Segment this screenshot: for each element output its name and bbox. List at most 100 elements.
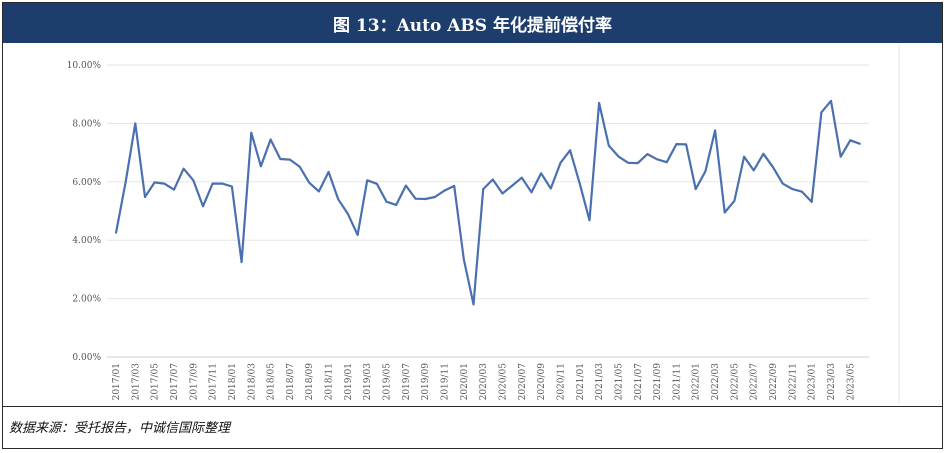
x-tick-label: 2021/11 — [672, 363, 682, 400]
x-tick-label: 2020/05 — [498, 363, 508, 401]
x-tick-label: 2023/03 — [827, 363, 837, 401]
data-point — [617, 155, 620, 158]
x-tick-label: 2019/03 — [363, 363, 373, 401]
data-point — [134, 122, 137, 125]
data-point — [395, 203, 398, 206]
data-point — [752, 169, 755, 172]
data-point — [279, 158, 282, 160]
data-point — [424, 198, 427, 200]
data-point — [501, 192, 504, 195]
data-point — [511, 184, 514, 187]
x-tick-label: 2020/01 — [460, 363, 470, 400]
data-point — [433, 196, 436, 198]
data-point — [404, 184, 407, 187]
data-point — [211, 182, 214, 185]
x-tick-label: 2019/11 — [441, 363, 451, 400]
data-point — [714, 129, 716, 132]
data-point — [308, 181, 311, 184]
x-tick-label: 2018/11 — [325, 363, 335, 400]
x-tick-label: 2017/03 — [131, 363, 141, 401]
data-point — [289, 158, 291, 161]
data-point — [636, 162, 639, 165]
x-tick-label: 2021/09 — [653, 363, 663, 401]
data-point — [781, 182, 784, 185]
x-tick-label: 2021/07 — [634, 363, 644, 401]
line-chart: 0.00% 2.00% 4.00% 6.00% 8.00% 10.00% 2017/01 20… — [67, 45, 900, 403]
y-tick-label: 4.00% — [72, 236, 101, 246]
data-point — [801, 190, 803, 193]
x-tick-label: 2021/03 — [595, 363, 605, 401]
data-point — [115, 232, 117, 234]
data-point — [472, 303, 475, 306]
data-point — [318, 190, 320, 193]
x-tick-label: 2018/01 — [228, 363, 238, 400]
data-point — [356, 234, 359, 236]
data-point — [694, 188, 697, 191]
data-point — [762, 152, 765, 155]
data-point — [453, 184, 456, 187]
x-tick-label: 2017/01 — [112, 363, 122, 400]
x-tick-label: 2017/11 — [209, 363, 219, 400]
data-point — [685, 143, 687, 146]
data-point — [549, 187, 552, 190]
x-tick-label: 2017/07 — [170, 363, 180, 401]
x-tick-label: 2018/07 — [286, 363, 296, 401]
x-tick-label: 2021/05 — [614, 363, 624, 401]
data-point — [337, 198, 340, 201]
data-point — [221, 182, 224, 185]
data-point — [810, 201, 813, 203]
data-point — [791, 188, 794, 191]
x-tick-label: 2022/09 — [769, 363, 779, 401]
data-point — [375, 182, 378, 185]
data-point — [240, 261, 243, 263]
series-line — [114, 99, 861, 306]
x-tick-label: 2022/01 — [692, 363, 702, 400]
x-tick-label: 2018/03 — [247, 363, 257, 401]
data-point — [250, 131, 253, 134]
x-tick-label: 2021/01 — [576, 363, 586, 400]
data-point — [665, 161, 668, 164]
data-point — [743, 155, 745, 158]
data-point — [772, 166, 774, 169]
data-point — [656, 158, 658, 161]
data-point — [202, 205, 204, 208]
data-point — [520, 176, 523, 179]
data-point — [646, 153, 649, 155]
data-point — [540, 172, 543, 175]
x-tick-label: 2020/03 — [479, 363, 489, 401]
data-point — [346, 213, 349, 215]
data-point — [607, 144, 610, 147]
data-point — [830, 100, 832, 102]
x-tick-label: 2019/09 — [421, 363, 431, 401]
x-tick-label: 2018/05 — [267, 363, 277, 401]
data-point — [849, 139, 852, 142]
x-tick-label: 2022/11 — [788, 363, 798, 400]
data-point — [820, 111, 823, 114]
data-point — [153, 181, 156, 184]
data-point — [298, 165, 301, 168]
data-point — [192, 179, 195, 182]
data-point — [578, 182, 581, 185]
data-point — [704, 170, 707, 173]
x-tick-label: 2023/01 — [808, 363, 818, 400]
x-tick-label: 2020/11 — [556, 363, 566, 400]
data-point — [173, 188, 175, 191]
y-tick-label: 10.00% — [67, 61, 102, 71]
data-point — [327, 170, 330, 173]
y-tick-label: 6.00% — [72, 178, 101, 188]
source-note: 数据来源：受托报告，中诚信国际整理 — [9, 421, 231, 436]
data-point — [124, 180, 127, 183]
x-tick-label: 2019/05 — [383, 363, 393, 401]
data-point — [462, 258, 465, 261]
data-point — [366, 179, 369, 182]
data-point — [839, 155, 842, 158]
data-point — [733, 199, 736, 202]
data-point — [675, 143, 678, 146]
x-tick-label: 2020/07 — [518, 363, 528, 401]
data-point — [588, 219, 591, 222]
data-point — [414, 197, 417, 200]
data-point — [482, 188, 485, 191]
data-point — [231, 185, 233, 188]
data-point — [491, 178, 494, 181]
